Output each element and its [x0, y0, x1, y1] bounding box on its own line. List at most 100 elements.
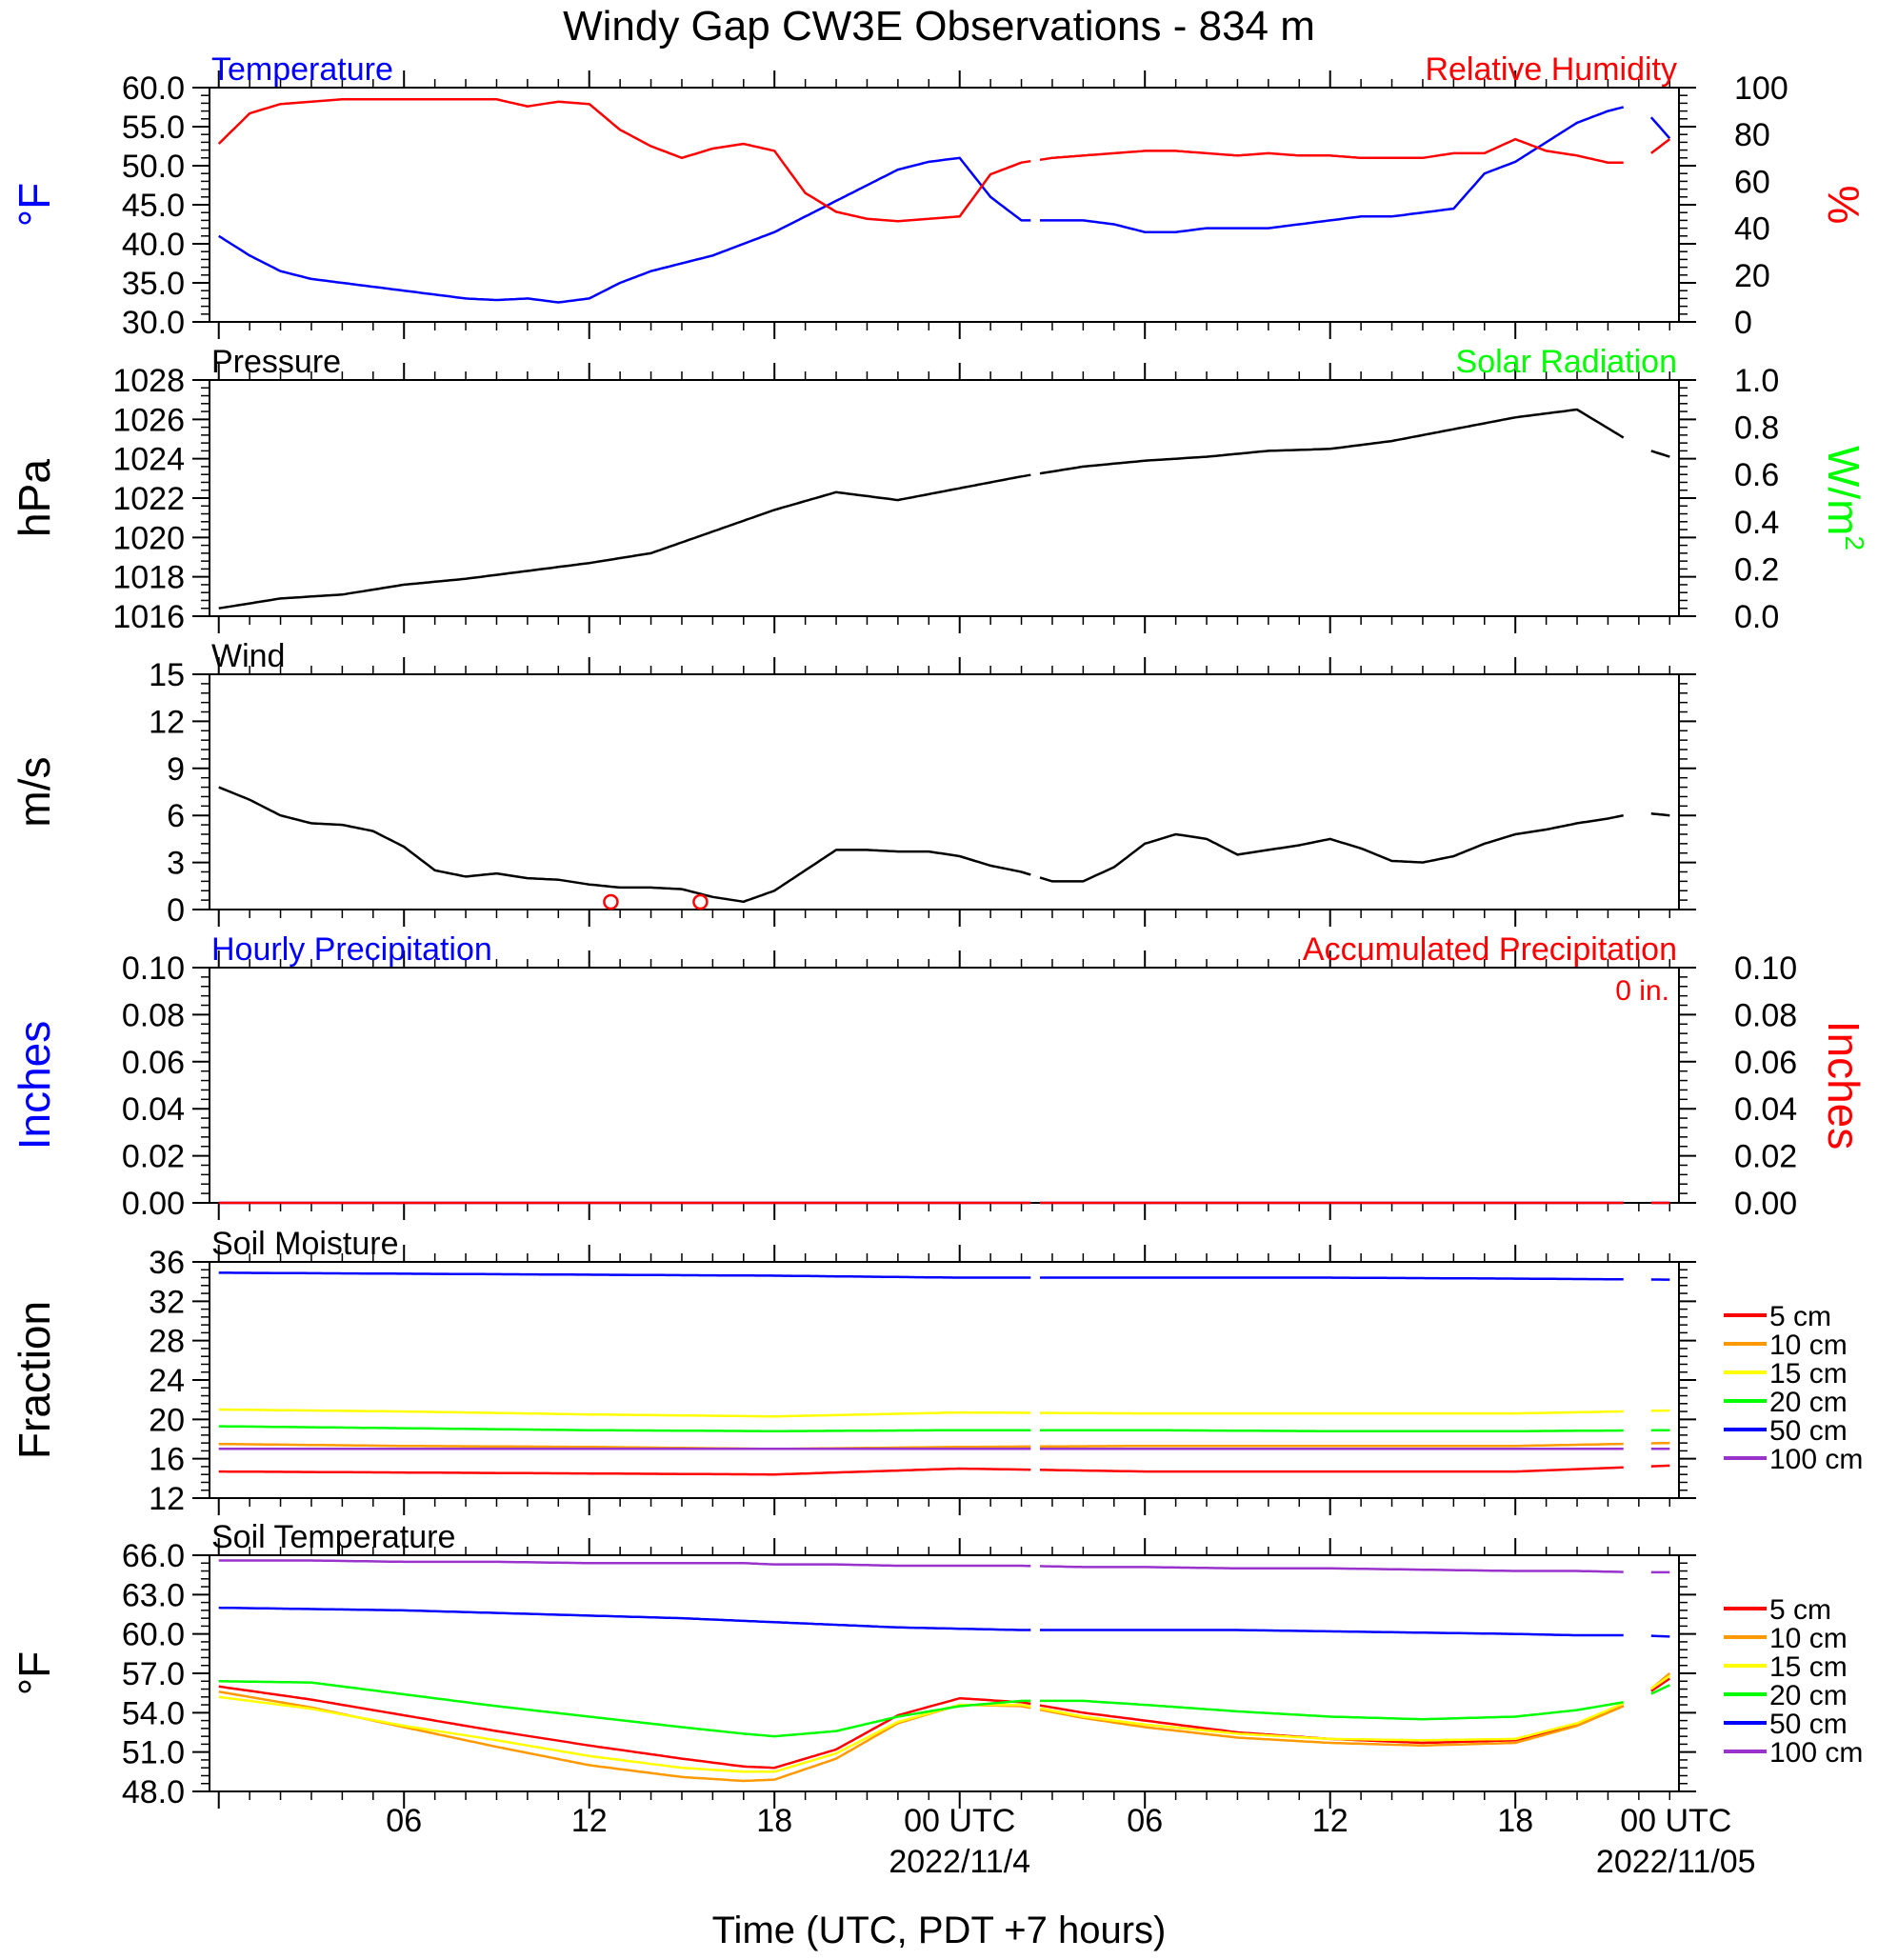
wind-panel: 0 3 6 9 12 15 Wind m/s [10, 638, 1696, 929]
panel-left-title: Soil Temperature [211, 1519, 455, 1555]
legend-label: 10 cm [1769, 1330, 1848, 1361]
left-tick-label: 55.0 [122, 110, 185, 146]
legend-label: 100 cm [1769, 1737, 1863, 1769]
left-tick-label: 30.0 [122, 305, 185, 341]
x-date-label: 2022/11/4 [889, 1844, 1030, 1880]
x-tick-label: 00 UTC [904, 1803, 1015, 1839]
left-tick-label: 1016 [112, 599, 185, 635]
left-tick-label: 12 [149, 704, 185, 740]
soil-moisture-series-50-cm-line [1040, 1276, 1624, 1281]
right-tick-label: 0.04 [1734, 1091, 1797, 1128]
soil-temperature-series-20-cm-line [218, 1680, 1031, 1738]
left-tick-label: 35.0 [122, 266, 185, 302]
left-tick-label: 3 [167, 846, 185, 882]
right-tick-label: 1.0 [1734, 363, 1779, 399]
panel-left-title: Wind [211, 638, 285, 674]
x-tick-label: 18 [1497, 1803, 1533, 1839]
left-tick-label: 0.08 [122, 997, 185, 1033]
left-tick-label: 1028 [112, 363, 185, 399]
chart-title: Windy Gap CW3E Observations - 834 m [563, 3, 1315, 50]
left-unit-label: °F [10, 1651, 59, 1696]
left-tick-label: 15 [149, 657, 185, 693]
left-tick-label: 12 [149, 1481, 185, 1517]
temperature-humidity-series-0-line [218, 156, 1031, 304]
left-tick-label: 1022 [112, 481, 185, 517]
soil-moisture-series-50-cm-line [218, 1271, 1031, 1279]
right-tick-label: 40 [1734, 211, 1770, 248]
left-tick-label: 36 [149, 1245, 185, 1281]
legend-label: 10 cm [1769, 1623, 1848, 1654]
soil-temperature-series-15-cm-line [1039, 1702, 1625, 1742]
right-tick-label: 0.8 [1734, 410, 1779, 447]
x-tick-label: 12 [571, 1803, 608, 1839]
left-tick-label: 32 [149, 1284, 185, 1320]
soil-temperature-series-15-cm-line [218, 1695, 1031, 1773]
soil-moisture-series-20-cm-line [218, 1425, 1031, 1432]
right-unit-label: Inches [1819, 1021, 1868, 1150]
pressure-solar-series-0-line [1039, 408, 1625, 475]
left-tick-label: 51.0 [122, 1735, 185, 1771]
x-tick-label: 12 [1312, 1803, 1349, 1839]
legend-label: 5 cm [1769, 1594, 1831, 1626]
soil-temperature-series-20-cm-line [1040, 1699, 1624, 1721]
left-unit-label: Inches [10, 1021, 59, 1150]
x-tick-label: 06 [1127, 1803, 1163, 1839]
pressure-solar-series-0-line [218, 473, 1031, 610]
soil-moisture-series-10-cm-line [218, 1442, 1031, 1450]
left-tick-label: 60.0 [122, 70, 185, 107]
soil-moisture-series-10-cm-line [1040, 1442, 1624, 1449]
soil-moisture-series-5-cm-line [1650, 1464, 1670, 1468]
right-tick-label: 0 [1734, 305, 1752, 341]
left-tick-label: 48.0 [122, 1774, 185, 1810]
left-tick-label: 0.00 [122, 1186, 185, 1222]
panel-left-title: Soil Moisture [211, 1226, 399, 1262]
left-tick-label: 66.0 [122, 1538, 185, 1574]
right-unit-label: W/m2 [1819, 446, 1869, 550]
soil-temperature-series-5-cm-line [1650, 1677, 1670, 1692]
right-tick-label: 0.06 [1734, 1045, 1797, 1081]
legend-label: 100 cm [1769, 1444, 1863, 1475]
x-tick-label: 06 [386, 1803, 422, 1839]
soil-moisture-series-5-cm-line [1039, 1466, 1624, 1473]
accumulated-total-label: 0 in. [1615, 975, 1669, 1007]
plot-frame [209, 673, 1680, 910]
soil-temperature-panel: 48.051.0 54.057.060.0 63.066.0 Soil Tempera… [10, 1519, 1863, 1810]
left-tick-label: 50.0 [122, 149, 185, 185]
calm-wind-marker [603, 893, 619, 910]
legend-label: 15 cm [1769, 1651, 1848, 1683]
soil-temperature-series-50-cm-line [1650, 1634, 1670, 1638]
legend-label: 15 cm [1769, 1358, 1848, 1390]
left-tick-label: 24 [149, 1363, 185, 1399]
left-tick-label: 60.0 [122, 1617, 185, 1653]
right-tick-label: 0.08 [1734, 997, 1797, 1033]
left-unit-label: m/s [10, 756, 59, 827]
right-unit-label: % [1819, 186, 1868, 225]
right-tick-label: 100 [1734, 70, 1788, 107]
soil-moisture-series-15-cm-line [218, 1408, 1031, 1418]
left-tick-label: 45.0 [122, 188, 185, 224]
left-tick-label: 1020 [112, 520, 185, 556]
legend-label: 50 cm [1769, 1415, 1848, 1447]
precipitation-panel: 0.00 0.02 0.04 0.06 0.08 0.10 0.00 0.02 0.04 0.06… [10, 931, 1868, 1222]
soil-temperature-series-100-cm-line [1039, 1565, 1624, 1573]
soil-temperature-series-10-cm-line [1039, 1705, 1625, 1748]
x-axis-label: Time (UTC, PDT +7 hours) [712, 1910, 1167, 1951]
soil-temperature-series-50-cm-line [218, 1606, 1031, 1631]
left-tick-label: 54.0 [122, 1695, 185, 1731]
soil-temperature-series-15-cm-line [1650, 1674, 1670, 1690]
temperature-humidity-panel: 30.035.040.045.050.055.060.0 0 20 40 60 80 100… [10, 51, 1868, 341]
right-tick-label: 0.4 [1734, 505, 1779, 541]
wind-series-0-line [1650, 811, 1670, 817]
temperature-humidity-series-1-line [1039, 137, 1624, 164]
x-date-label: 2022/11/05 [1596, 1844, 1756, 1880]
left-unit-label: Fraction [10, 1301, 59, 1459]
left-tick-label: 6 [167, 798, 185, 834]
temperature-humidity-series-0-line [1649, 116, 1671, 140]
soil-temperature-series-20-cm-line [1650, 1684, 1670, 1695]
left-tick-label: 63.0 [122, 1577, 185, 1613]
legend-label: 20 cm [1769, 1680, 1848, 1711]
soil-moisture-series-15-cm-line [1039, 1410, 1624, 1415]
right-tick-label: 0.0 [1734, 599, 1779, 635]
